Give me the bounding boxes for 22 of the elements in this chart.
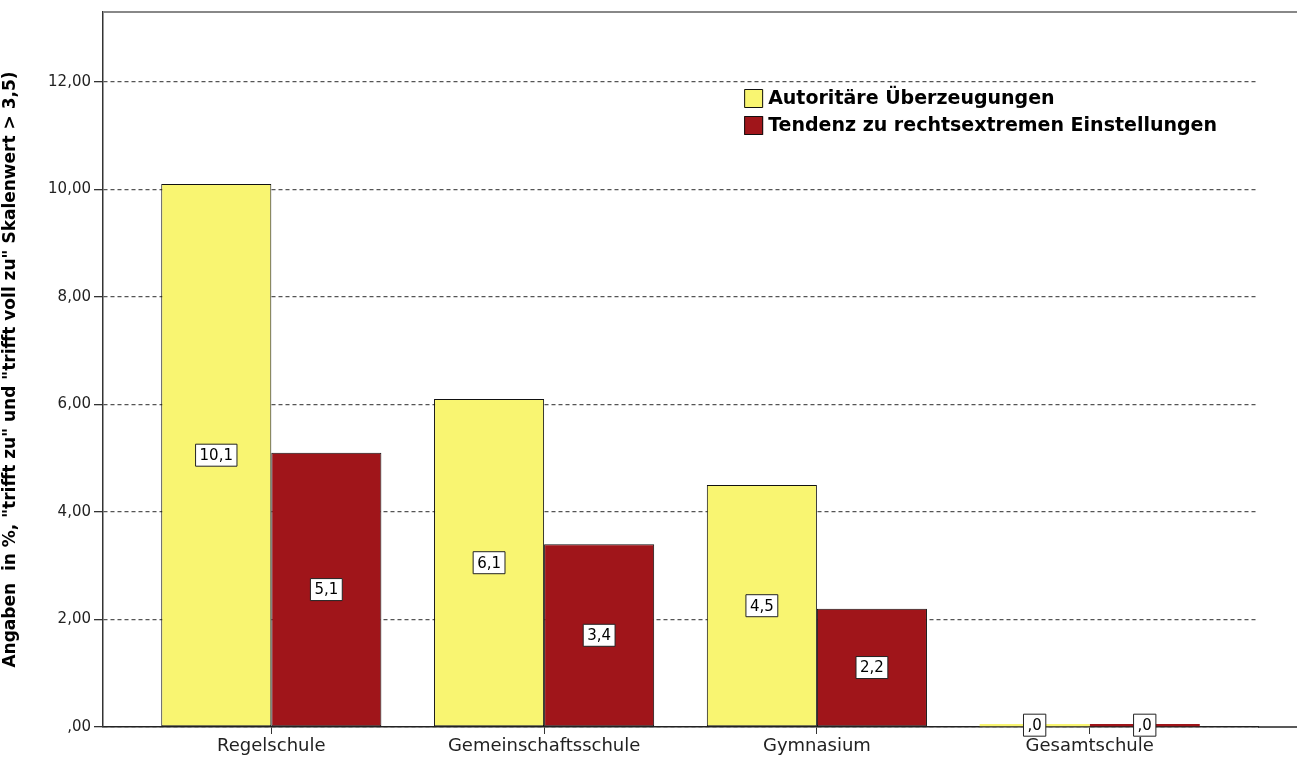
legend-label: Tendenz zu rechtsextremen Einstellungen (768, 113, 1218, 136)
x-tick-label: Gemeinschaftsschule (447, 734, 641, 756)
data-label: ,0 (1137, 716, 1152, 735)
y-tick-label: ,00 (67, 716, 91, 735)
y-tick-label: 4,00 (57, 501, 91, 520)
y-tick-label: 10,00 (48, 179, 91, 198)
data-label: ,0 (1027, 716, 1042, 735)
data-label: 3,4 (587, 626, 612, 645)
data-label: 6,1 (477, 553, 501, 572)
y-tick-label: 6,00 (57, 394, 91, 413)
data-label: 4,5 (749, 596, 774, 615)
data-label: 10,1 (199, 446, 233, 465)
data-label: 2,2 (860, 658, 884, 677)
y-axis-title: Angaben in %, "trifft zu" und "trifft voll zu" Skalenwert > 3,5) (0, 71, 19, 668)
x-tick-label: Regelschule (217, 734, 326, 756)
y-tick-label: 8,00 (57, 286, 91, 305)
x-tick-label: Gesamtschule (1025, 734, 1154, 756)
y-tick-label: 12,00 (48, 71, 91, 90)
y-tick-label: 2,00 (57, 609, 91, 628)
data-label: 5,1 (314, 580, 339, 599)
legend-label: Autoritäre Überzeugungen (768, 85, 1055, 109)
x-tick-label: Gymnasium (762, 734, 871, 756)
